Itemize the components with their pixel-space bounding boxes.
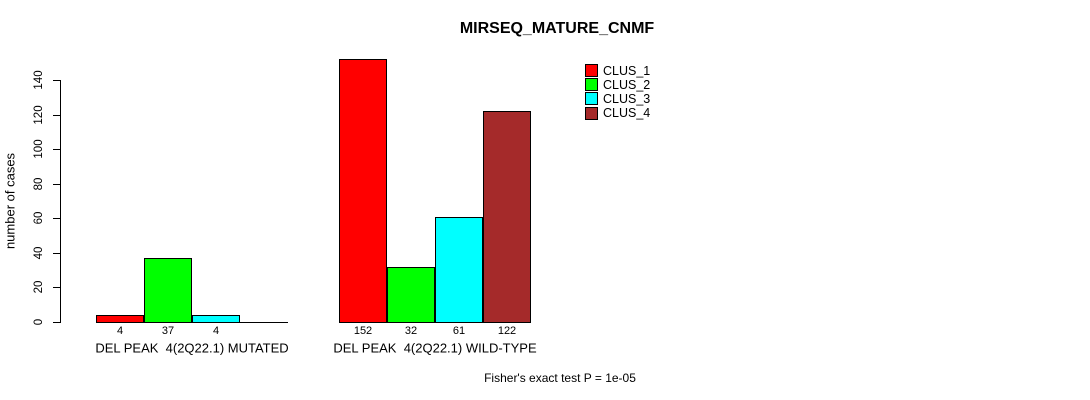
bar-value-label: 4 <box>212 325 220 337</box>
bar-value-label: 32 <box>404 325 418 337</box>
y-tick <box>53 218 60 219</box>
bar-value-label: 4 <box>116 325 124 337</box>
bar-value-label: 37 <box>161 325 175 337</box>
legend-label: CLUS_1 <box>603 63 651 78</box>
legend-label: CLUS_2 <box>603 77 651 92</box>
bar-clus_1 <box>339 59 387 323</box>
y-tick <box>53 184 60 185</box>
legend-swatch-clus_2 <box>585 78 598 92</box>
y-tick <box>53 149 60 150</box>
bar-clus_3 <box>192 315 240 323</box>
bar-clus_2 <box>387 267 435 323</box>
y-axis-line <box>60 80 61 323</box>
y-tick <box>53 287 60 288</box>
group-label: DEL PEAK 4(2Q22.1) WILD-TYPE <box>333 340 537 356</box>
bar-value-label: 152 <box>353 325 373 337</box>
bar-value-label: 61 <box>452 325 466 337</box>
legend-label: CLUS_4 <box>603 106 651 121</box>
fisher-test-note: Fisher's exact test P = 1e-05 <box>484 371 636 385</box>
bar-clus_1 <box>96 315 144 323</box>
bar-clus_4 <box>483 111 531 323</box>
bar-clus_2 <box>144 258 192 323</box>
y-tick <box>53 253 60 254</box>
group-label: DEL PEAK 4(2Q22.1) MUTATED <box>95 340 289 356</box>
chart-title: MIRSEQ_MATURE_CNMF <box>459 20 655 37</box>
y-tick <box>53 322 60 323</box>
legend-label: CLUS_3 <box>603 91 651 106</box>
legend-swatch-clus_3 <box>585 92 598 106</box>
bar-value-label: 122 <box>497 325 517 337</box>
legend-swatch-clus_1 <box>585 64 598 77</box>
y-tick <box>53 115 60 116</box>
bar-clus_3 <box>435 217 483 323</box>
legend-swatch-clus_4 <box>585 106 598 120</box>
y-tick <box>53 80 60 81</box>
